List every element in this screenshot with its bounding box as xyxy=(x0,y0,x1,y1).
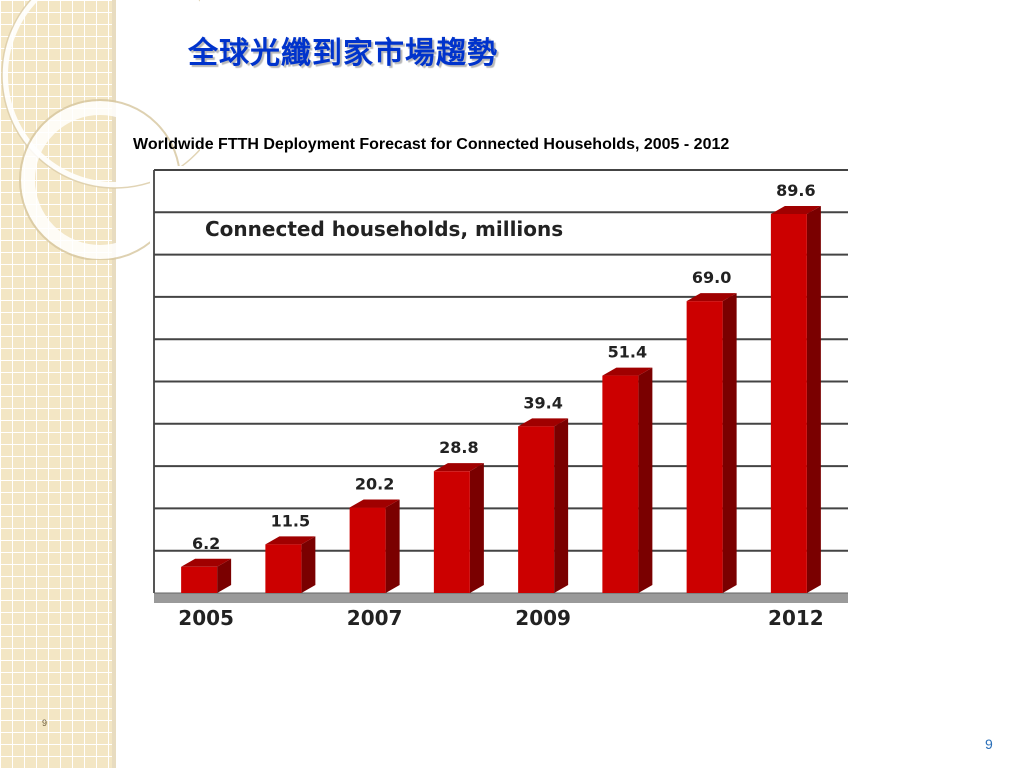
data-label: 69.0 xyxy=(692,268,731,287)
chart-container: Connected households, millions 6.2 2005 11.… xyxy=(150,166,850,632)
x-tick-label: 2005 xyxy=(178,606,234,630)
bar-top xyxy=(265,536,316,545)
data-label: 51.4 xyxy=(608,343,647,362)
bar xyxy=(349,507,386,593)
data-label: 20.2 xyxy=(355,475,394,494)
bar-chart: Connected households, millions 6.2 2005 11.… xyxy=(153,169,848,630)
bar-top xyxy=(349,499,400,508)
chart-floor xyxy=(154,593,848,603)
chart-inner-title: Connected households, millions xyxy=(205,217,563,241)
side-strip-edge xyxy=(112,0,116,768)
bar xyxy=(686,301,723,593)
page-number-left: 9 xyxy=(42,718,48,728)
bar-side xyxy=(469,463,484,593)
bar-top xyxy=(433,463,484,472)
bar-top xyxy=(181,558,232,567)
bar-top xyxy=(686,293,737,302)
data-label: 89.6 xyxy=(776,181,815,200)
bar xyxy=(433,471,470,593)
bar xyxy=(770,213,807,593)
bar-side xyxy=(806,205,821,593)
bar-top xyxy=(770,205,821,214)
decorative-ring-top xyxy=(2,0,200,188)
chart-heading: Worldwide FTTH Deployment Forecast for C… xyxy=(133,136,730,153)
bar xyxy=(265,544,302,593)
bar xyxy=(181,566,218,593)
bar-top xyxy=(602,367,653,376)
decorative-ring-top-shadow xyxy=(1,0,200,189)
page-number-right: 9 xyxy=(985,736,993,752)
data-label: 11.5 xyxy=(271,511,310,530)
bar-side xyxy=(722,293,737,593)
slide-title: 全球光纖到家市場趨勢 xyxy=(188,36,498,71)
data-label: 6.2 xyxy=(192,534,220,553)
data-label: 39.4 xyxy=(523,393,562,412)
bar-top xyxy=(518,418,569,427)
bar xyxy=(518,426,555,593)
bar-side xyxy=(217,558,232,593)
bar xyxy=(602,375,639,593)
data-label: 28.8 xyxy=(439,438,478,457)
bar-side xyxy=(638,367,653,593)
bar-side xyxy=(385,499,400,593)
x-tick-label: 2012 xyxy=(768,606,824,630)
x-tick-label: 2007 xyxy=(347,606,403,630)
x-tick-label: 2009 xyxy=(515,606,571,630)
bar-side xyxy=(554,418,569,593)
bar-side xyxy=(301,536,316,593)
